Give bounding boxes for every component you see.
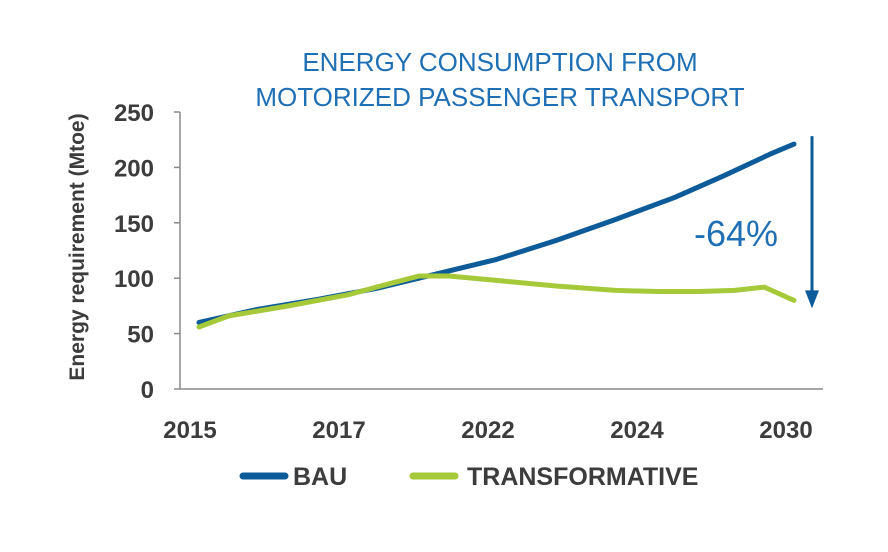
x-tick-label: 2017 — [312, 417, 365, 444]
y-tick-label: 100 — [114, 266, 154, 293]
y-axis-label: Energy requirement (Mtoe) — [66, 113, 89, 380]
chart-title-line-1: ENERGY CONSUMPTION FROM — [302, 47, 697, 77]
y-tick-label: 150 — [114, 211, 154, 238]
y-tick-label: 0 — [141, 377, 154, 404]
reduction-arrow-head — [805, 290, 819, 309]
x-tick-labels: 2015 2017 2022 2024 2030 — [163, 417, 812, 444]
axes — [174, 111, 823, 390]
legend: BAU TRANSFORMATIVE — [239, 463, 698, 491]
chart-title: ENERGY CONSUMPTION FROM MOTORIZED PASSEN… — [255, 47, 744, 112]
chart-title-line-2: MOTORIZED PASSENGER TRANSPORT — [255, 82, 744, 112]
legend-label-bau: BAU — [293, 463, 347, 491]
y-tick-label: 250 — [114, 100, 154, 127]
x-tick-label: 2022 — [461, 417, 514, 444]
x-tick-label: 2015 — [163, 417, 216, 444]
reduction-label: -64% — [694, 213, 778, 254]
x-tick-label: 2030 — [759, 417, 812, 444]
series-lines — [196, 141, 797, 330]
reduction-annotation: -64% — [694, 136, 819, 309]
series-line-transformative — [196, 273, 797, 330]
legend-label-transformative: TRANSFORMATIVE — [467, 463, 698, 491]
y-tick-label: 50 — [127, 322, 154, 349]
y-tick-label: 200 — [114, 155, 154, 182]
x-tick-label: 2024 — [610, 417, 664, 444]
y-tick-labels: 0 50 100 150 200 250 — [114, 100, 154, 404]
